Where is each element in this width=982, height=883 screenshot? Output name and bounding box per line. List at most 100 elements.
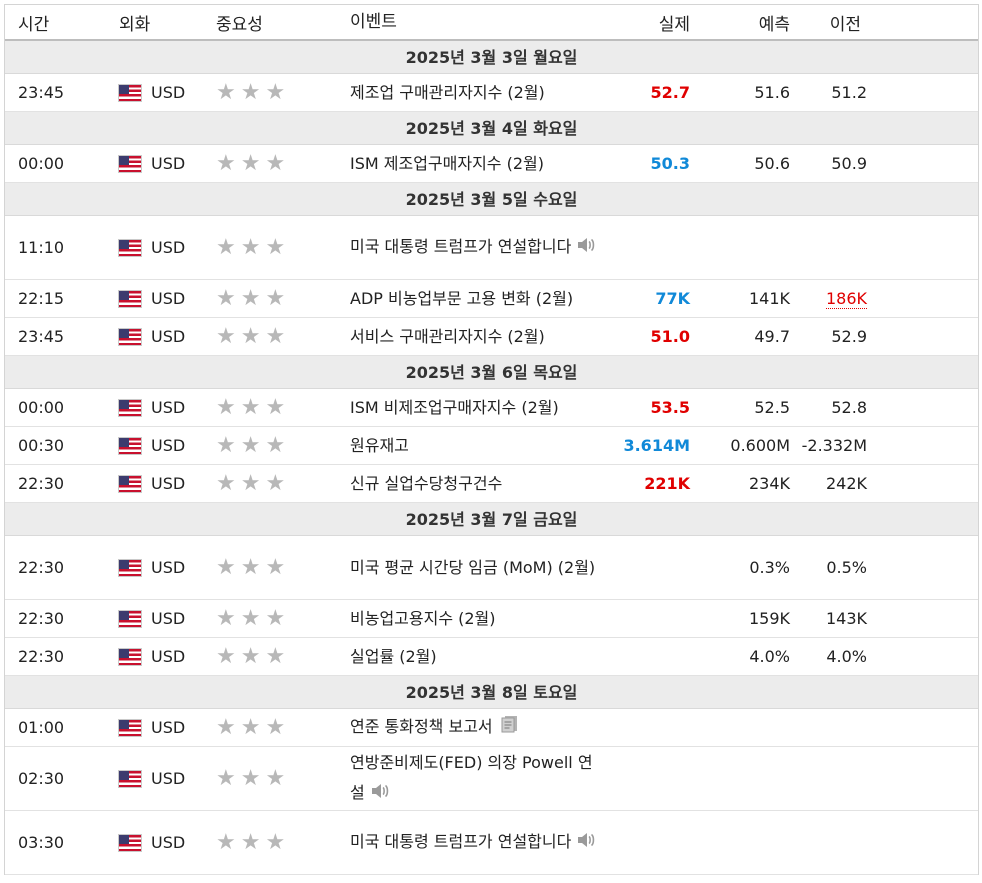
previous-value-text: 52.9 <box>831 327 867 346</box>
header-previous[interactable]: 이전 <box>829 14 861 35</box>
event-cell[interactable]: 신규 실업수당청구건수 <box>336 469 598 499</box>
event-cell[interactable]: ISM 제조업구매자지수 (2월) <box>336 149 598 179</box>
table-row[interactable]: 00:00 USD ★ ★ ★ ISM 비제조업구매자지수 (2월) 53.5 … <box>5 389 978 427</box>
event-name[interactable]: 미국 대통령 트럼프가 연설합니다 <box>350 237 572 257</box>
event-cell[interactable]: 제조업 구매관리자지수 (2월) <box>336 78 598 108</box>
event-name[interactable]: 비농업고용지수 (2월) <box>350 608 496 628</box>
actual-value: 50.3 <box>650 154 690 173</box>
us-flag-icon <box>119 328 141 345</box>
event-cell[interactable]: 미국 대통령 트럼프가 연설합니다 <box>336 232 598 263</box>
table-row[interactable]: 02:30 USD ★ ★ ★ 연방준비제도(FED) 의장 Powell 연설 <box>5 747 978 811</box>
star-icon: ★ <box>240 394 261 420</box>
table-row[interactable]: 03:30 USD ★ ★ ★ 미국 대통령 트럼프가 연설합니다 <box>5 811 978 875</box>
star-icon: ★ <box>216 150 236 176</box>
star-icon: ★ <box>216 323 236 349</box>
table-row[interactable]: 23:45 USD ★ ★ ★ 서비스 구매관리자지수 (2월) 51.0 49… <box>5 318 978 356</box>
table-header: 시간 외화 중요성 이벤트 실제 예측 이전 <box>5 5 978 41</box>
event-cell[interactable]: 미국 평균 시간당 임금 (MoM) (2월) <box>336 553 598 583</box>
forecast-value: 234K <box>748 474 790 493</box>
date-header: 2025년 3월 8일 토요일 <box>5 676 978 709</box>
event-cell[interactable]: 비농업고용지수 (2월) <box>336 604 598 634</box>
speaker-icon[interactable] <box>577 233 595 263</box>
actual-value: 52.7 <box>650 83 690 102</box>
currency-code: USD <box>151 647 186 666</box>
document-icon[interactable] <box>501 713 518 743</box>
event-name[interactable]: ISM 제조업구매자지수 (2월) <box>350 153 544 173</box>
header-forecast[interactable]: 예측 <box>758 14 790 35</box>
actual-value: 3.614M <box>623 436 690 455</box>
currency-cell: USD <box>105 436 203 455</box>
event-cell[interactable]: 미국 대통령 트럼프가 연설합니다 <box>336 827 598 858</box>
us-flag-icon <box>119 84 141 101</box>
economic-calendar-table: 시간 외화 중요성 이벤트 실제 예측 이전 2025년 3월 3일 월요일 2… <box>4 4 979 875</box>
importance-stars: ★ ★ ★ <box>203 643 336 669</box>
header-actual[interactable]: 실제 <box>658 14 690 35</box>
star-icon: ★ <box>265 765 286 791</box>
currency-cell: USD <box>105 289 203 308</box>
event-name[interactable]: 미국 대통령 트럼프가 연설합니다 <box>350 832 572 852</box>
star-icon: ★ <box>240 643 261 669</box>
event-cell[interactable]: 연준 통화정책 보고서 <box>336 712 598 743</box>
event-name[interactable]: 연준 통화정책 보고서 <box>350 717 493 737</box>
importance-stars: ★ ★ ★ <box>203 765 336 791</box>
header-time[interactable]: 시간 <box>18 14 50 35</box>
table-row[interactable]: 22:30 USD ★ ★ ★ 실업률 (2월) 4.0% 4.0% <box>5 638 978 676</box>
actual-value: 51.0 <box>650 327 690 346</box>
currency-code: USD <box>151 436 186 455</box>
event-name[interactable]: ISM 비제조업구매자지수 (2월) <box>350 397 559 417</box>
event-name[interactable]: 제조업 구매관리자지수 (2월) <box>350 82 545 102</box>
star-icon: ★ <box>216 765 236 791</box>
table-row[interactable]: 00:00 USD ★ ★ ★ ISM 제조업구매자지수 (2월) 50.3 5… <box>5 145 978 183</box>
event-time: 22:15 <box>18 289 65 308</box>
currency-code: USD <box>151 474 186 493</box>
header-event[interactable]: 이벤트 <box>350 12 397 32</box>
previous-value-text: 4.0% <box>826 647 867 666</box>
event-name[interactable]: 원유재고 <box>350 435 409 455</box>
table-row[interactable]: 00:30 USD ★ ★ ★ 원유재고 3.614M 0.600M -2.33… <box>5 427 978 465</box>
table-row[interactable]: 22:15 USD ★ ★ ★ ADP 비농업부문 고용 변화 (2월) 77K… <box>5 280 978 318</box>
star-icon: ★ <box>240 285 261 311</box>
header-importance[interactable]: 중요성 <box>216 14 263 35</box>
star-icon: ★ <box>265 150 286 176</box>
currency-cell: USD <box>105 647 203 666</box>
currency-code: USD <box>151 238 186 257</box>
event-cell[interactable]: 연방준비제도(FED) 의장 Powell 연설 <box>336 748 598 809</box>
currency-code: USD <box>151 154 186 173</box>
event-cell[interactable]: 실업률 (2월) <box>336 642 598 672</box>
event-time: 03:30 <box>18 833 65 852</box>
event-name[interactable]: 신규 실업수당청구건수 <box>350 473 503 493</box>
previous-value: 0.5% <box>794 558 920 577</box>
forecast-value: 52.5 <box>754 398 790 417</box>
event-time: 23:45 <box>18 327 65 346</box>
previous-value-text: -2.332M <box>801 436 867 455</box>
event-name[interactable]: 연방준비제도(FED) 의장 Powell 연설 <box>350 753 593 803</box>
star-icon: ★ <box>265 234 286 260</box>
currency-cell: USD <box>105 474 203 493</box>
currency-cell: USD <box>105 609 203 628</box>
table-row[interactable]: 22:30 USD ★ ★ ★ 비농업고용지수 (2월) 159K 143K <box>5 600 978 638</box>
star-icon: ★ <box>216 79 236 105</box>
star-icon: ★ <box>240 79 261 105</box>
table-row[interactable]: 11:10 USD ★ ★ ★ 미국 대통령 트럼프가 연설합니다 <box>5 216 978 280</box>
star-icon: ★ <box>265 643 286 669</box>
currency-cell: USD <box>105 833 203 852</box>
event-name[interactable]: 미국 평균 시간당 임금 (MoM) (2월) <box>350 557 596 577</box>
star-icon: ★ <box>240 323 261 349</box>
event-cell[interactable]: ISM 비제조업구매자지수 (2월) <box>336 393 598 423</box>
importance-stars: ★ ★ ★ <box>203 79 336 105</box>
table-row[interactable]: 22:30 USD ★ ★ ★ 신규 실업수당청구건수 221K 234K 24… <box>5 465 978 503</box>
event-cell[interactable]: 원유재고 <box>336 431 598 461</box>
star-icon: ★ <box>265 829 286 855</box>
event-name[interactable]: 실업률 (2월) <box>350 646 437 666</box>
table-row[interactable]: 22:30 USD ★ ★ ★ 미국 평균 시간당 임금 (MoM) (2월) … <box>5 536 978 600</box>
table-row[interactable]: 01:00 USD ★ ★ ★ 연준 통화정책 보고서 <box>5 709 978 747</box>
table-row[interactable]: 23:45 USD ★ ★ ★ 제조업 구매관리자지수 (2월) 52.7 51… <box>5 74 978 112</box>
event-name[interactable]: ADP 비농업부문 고용 변화 (2월) <box>350 288 574 308</box>
speaker-icon[interactable] <box>577 828 595 858</box>
event-name[interactable]: 서비스 구매관리자지수 (2월) <box>350 326 545 346</box>
event-cell[interactable]: 서비스 구매관리자지수 (2월) <box>336 322 598 352</box>
speaker-icon[interactable] <box>371 779 389 809</box>
importance-stars: ★ ★ ★ <box>203 150 336 176</box>
header-currency[interactable]: 외화 <box>119 14 151 35</box>
event-cell[interactable]: ADP 비농업부문 고용 변화 (2월) <box>336 284 598 314</box>
